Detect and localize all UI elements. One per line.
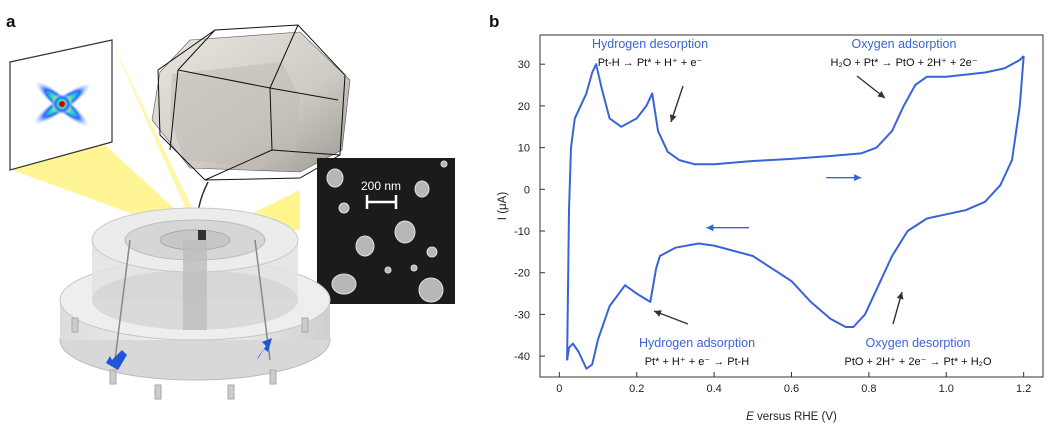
y-tick-label: 10	[518, 143, 530, 155]
y-tick-label: -20	[514, 268, 530, 280]
x-tick-label: 0.6	[784, 383, 799, 395]
oxygen-desorption-title: Oxygen desorption	[866, 336, 971, 350]
panel-a-letter: a	[6, 12, 16, 31]
plot-axes: E versus RHE (V) I (μA)	[497, 34, 1044, 423]
reverse-scan-arrow-icon-head	[706, 224, 714, 232]
series-line-cathodic_scan	[566, 55, 1025, 370]
plot-ticks: 0 0.2 0.4 0.6 0.8 1.0 1.2 -40 -30 -20 -10 0 10 20 30	[514, 59, 1031, 395]
outflow-arrow-icon	[106, 348, 131, 370]
x-tick-label: 0	[556, 383, 562, 395]
x-axis-label: E versus RHE (V)	[746, 411, 837, 423]
x-tick-label: 0.4	[706, 383, 721, 395]
oxygen-adsorption-pointer-head	[877, 90, 885, 98]
hydrogen-adsorption-equation: Pt* + H⁺ + e⁻ → Pt-H	[645, 356, 750, 368]
oxygen-desorption-pointer-head	[896, 292, 904, 300]
diffraction-pattern-icon	[32, 80, 92, 128]
y-tick-label: -40	[514, 351, 530, 363]
y-tick-label: -30	[514, 309, 530, 321]
nanocrystal-model	[151, 24, 351, 235]
x-tick-label: 0.8	[861, 383, 876, 395]
x-tick-label: 1.2	[1016, 383, 1031, 395]
oxygen-adsorption-equation: H₂O + Pt* → PtO + 2H⁺ + 2e⁻	[830, 57, 977, 69]
y-axis-label: I (μA)	[497, 192, 509, 221]
scattered-beam	[110, 38, 206, 236]
inflow-arrow-icon	[257, 338, 272, 360]
plot-annotations: Hydrogen desorption Pt-H → Pt* + H⁺ + e⁻ O…	[592, 37, 992, 368]
y-tick-label: -10	[514, 226, 530, 238]
y-tick-label: 30	[518, 59, 530, 71]
series-line-anodic_scan	[566, 55, 1025, 361]
y-tick-label: 0	[524, 184, 530, 196]
panel-b-letter: b	[489, 12, 500, 31]
y-tick-label: 20	[518, 101, 530, 113]
experiment-schematic: 200 nm	[9, 24, 455, 400]
sem-scale-bar-label: 200 nm	[361, 179, 401, 193]
flow-arrows	[106, 338, 272, 370]
sem-image-inset: 200 nm	[317, 158, 455, 304]
forward-scan-arrow-icon-head	[854, 174, 862, 182]
oxygen-adsorption-title: Oxygen adsorption	[852, 37, 957, 51]
hydrogen-adsorption-pointer-head	[654, 310, 662, 317]
hydrogen-desorption-equation: Pt-H → Pt* + H⁺ + e⁻	[598, 57, 703, 69]
hydrogen-desorption-pointer-head	[669, 114, 677, 122]
hydrogen-adsorption-title: Hydrogen adsorption	[639, 336, 755, 350]
x-tick-label: 1.0	[939, 383, 954, 395]
oxygen-desorption-equation: PtO + 2H⁺ + 2e⁻ → Pt* + H₂O	[844, 356, 991, 368]
electrochemical-cell	[59, 207, 331, 400]
plot-frame	[539, 34, 1044, 378]
x-tick-label: 0.2	[629, 383, 644, 395]
plot-curves	[566, 55, 1025, 370]
hydrogen-desorption-title: Hydrogen desorption	[592, 37, 708, 51]
